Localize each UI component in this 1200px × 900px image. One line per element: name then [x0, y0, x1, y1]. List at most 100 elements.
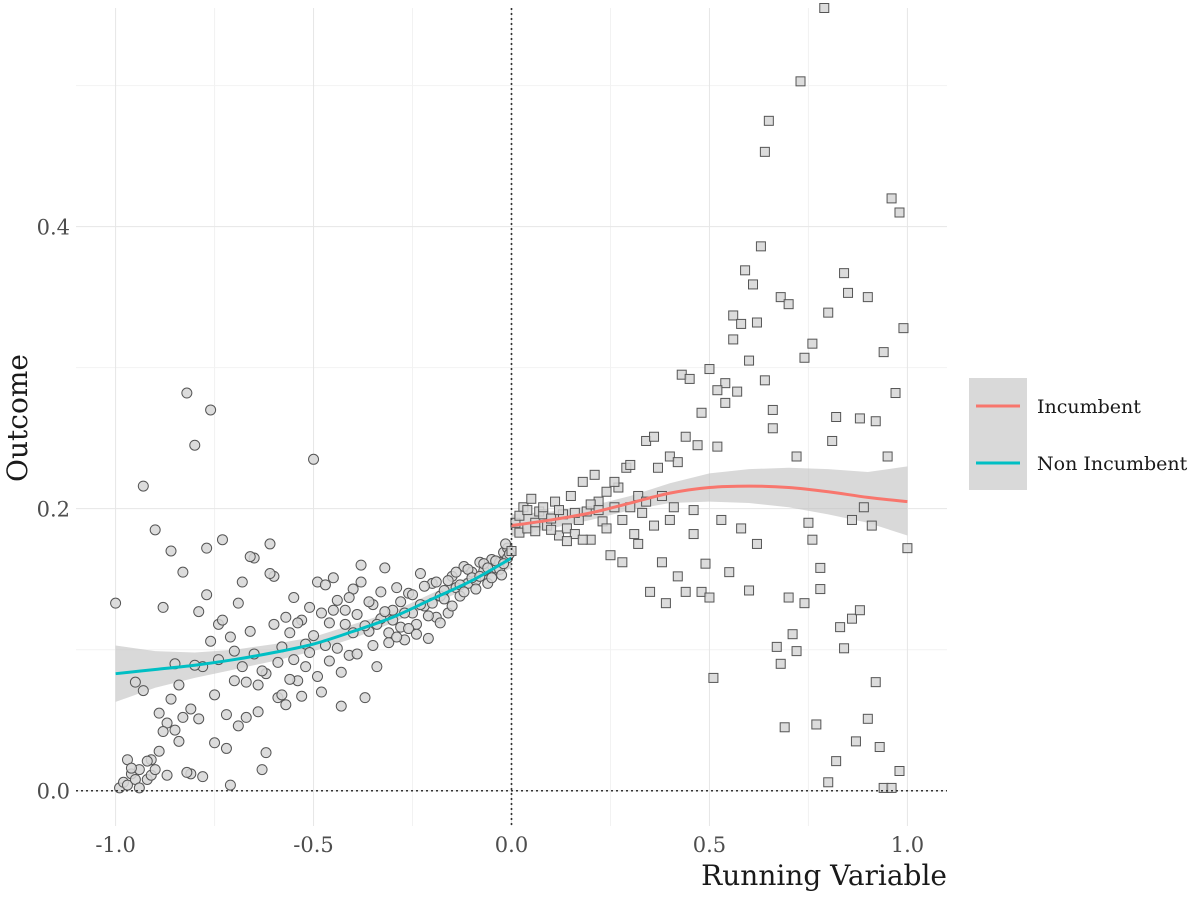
data-point-circle — [312, 671, 324, 683]
data-point-square — [728, 334, 739, 345]
data-point-circle — [220, 742, 232, 754]
data-point-circle — [296, 690, 308, 702]
data-point-circle — [232, 720, 244, 732]
data-point-square — [874, 742, 885, 753]
y-tick-label: 0.4 — [37, 216, 70, 240]
data-point-square — [617, 557, 628, 568]
data-point-circle — [335, 666, 347, 678]
data-point-square — [846, 613, 857, 624]
legend: Incumbent Non Incumbent — [969, 378, 1188, 490]
data-point-circle — [197, 771, 209, 783]
data-point-circle — [458, 586, 470, 598]
data-point-square — [815, 562, 826, 573]
data-point-circle — [331, 594, 343, 606]
data-point-square — [696, 407, 707, 418]
data-point-square — [823, 777, 834, 788]
data-point-circle — [351, 608, 363, 620]
data-point-square — [744, 585, 755, 596]
data-point-square — [704, 592, 715, 603]
data-point-circle — [181, 766, 193, 778]
data-point-circle — [153, 707, 165, 719]
data-point-square — [633, 538, 644, 549]
data-point-circle — [177, 711, 189, 723]
data-point-square — [565, 490, 576, 501]
reference-lines — [76, 8, 947, 826]
x-tick-label: -0.5 — [293, 833, 334, 857]
data-point-square — [649, 520, 660, 531]
data-point-square — [728, 310, 739, 321]
data-point-circle — [165, 693, 177, 705]
data-point-circle — [323, 655, 335, 667]
data-point-square — [530, 526, 541, 537]
data-point-circle — [240, 676, 252, 688]
data-point-square — [751, 538, 762, 549]
data-point-circle — [355, 576, 367, 588]
data-point-square — [684, 373, 695, 384]
data-point-circle — [256, 665, 268, 677]
data-point-square — [625, 459, 636, 470]
data-point-circle — [331, 642, 343, 654]
data-point-square — [795, 76, 806, 87]
data-point-circle — [414, 568, 426, 580]
data-point-square — [783, 592, 794, 603]
data-point-square — [886, 193, 897, 204]
data-point-circle — [129, 676, 141, 688]
data-point-circle — [137, 685, 149, 697]
data-point-circle — [232, 597, 244, 609]
data-point-square — [740, 265, 751, 276]
data-point-square — [854, 605, 865, 616]
data-point-square — [748, 279, 759, 290]
data-point-circle — [470, 583, 482, 595]
data-point-circle — [157, 726, 169, 738]
data-point-square — [744, 355, 755, 366]
data-point-circle — [486, 572, 498, 584]
data-point-circle — [379, 562, 391, 574]
data-point-square — [522, 505, 533, 516]
data-point-square — [652, 462, 663, 473]
data-point-square — [601, 523, 612, 534]
data-point-circle — [173, 679, 185, 691]
legend-label-incumbent: Incumbent — [1037, 396, 1141, 418]
data-point-circle — [327, 572, 339, 584]
data-point-square — [870, 677, 881, 688]
data-point-circle — [149, 524, 161, 536]
data-point-square — [617, 514, 628, 525]
data-point-square — [664, 451, 675, 462]
data-point-circle — [216, 614, 228, 626]
data-point-circle — [284, 673, 296, 685]
data-point-square — [843, 287, 854, 298]
data-point-circle — [205, 404, 217, 416]
data-point-square — [831, 412, 842, 422]
data-point-circle — [355, 559, 367, 571]
data-point-circle — [205, 635, 217, 647]
data-point-square — [791, 451, 802, 462]
data-point-square — [601, 486, 612, 497]
data-point-square — [645, 586, 656, 597]
data-point-square — [577, 476, 588, 487]
data-point-square — [775, 658, 786, 669]
x-tick-label: 0.0 — [495, 833, 528, 857]
x-tick-label: 1.0 — [891, 833, 924, 857]
data-point-circle — [252, 706, 264, 718]
data-point-circle — [157, 601, 169, 613]
data-point-circle — [375, 586, 387, 598]
ci-ribbon — [511, 466, 908, 537]
data-point-square — [660, 598, 671, 609]
data-point-square — [609, 476, 620, 487]
data-point-square — [870, 416, 881, 427]
legend-label-non-incumbent: Non Incumbent — [1037, 453, 1188, 475]
data-point-circle — [236, 661, 248, 673]
data-point-circle — [391, 582, 403, 594]
data-point-square — [688, 505, 699, 516]
data-point-circle — [371, 661, 383, 673]
data-point-square — [803, 517, 814, 528]
data-point-square — [672, 457, 683, 468]
data-point-circle — [185, 703, 197, 715]
fit-line — [115, 556, 513, 676]
data-point-square — [882, 451, 893, 462]
data-point-square — [850, 736, 861, 747]
data-point-square — [890, 388, 901, 399]
data-point-square — [799, 598, 810, 609]
data-point-square — [751, 317, 762, 328]
data-point-square — [759, 375, 770, 386]
